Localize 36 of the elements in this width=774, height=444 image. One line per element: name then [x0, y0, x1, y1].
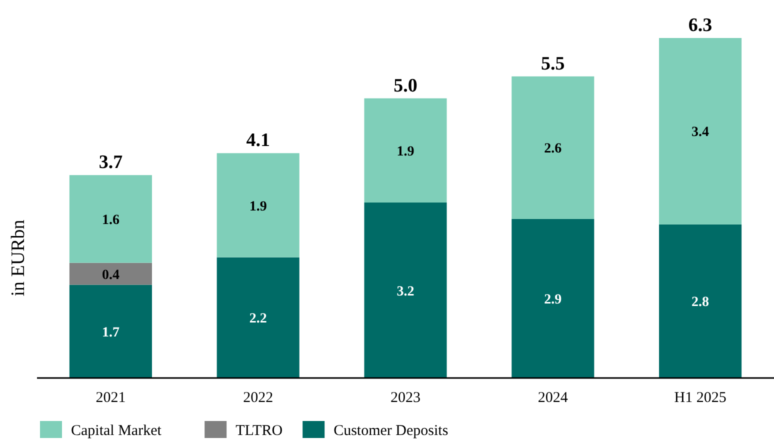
bar: [69, 284, 152, 378]
total-label: 3.7: [98, 152, 124, 174]
x-tick-label: 2021: [96, 390, 126, 406]
data-label: 3.2: [396, 284, 414, 300]
x-tick-label: H1 2025: [674, 390, 726, 406]
data-label: 2.2: [249, 312, 267, 327]
bar: [512, 76, 594, 219]
bar: [69, 175, 152, 263]
bar: [216, 153, 300, 258]
legend-label: Capital Market: [71, 423, 162, 439]
bar: [659, 38, 742, 224]
bar: [69, 262, 152, 285]
data-label: 3.4: [692, 125, 710, 140]
total-label: 5.0: [394, 75, 418, 96]
x-tick-label: 2023: [390, 390, 420, 406]
total-label: 5.5: [541, 53, 565, 74]
x-tick-label: 2022: [243, 390, 274, 406]
data-label: 1.6: [102, 212, 120, 228]
data-label: 1.9: [249, 199, 267, 214]
legend-label: Customer Deposits: [334, 423, 448, 439]
bar: [364, 202, 447, 378]
data-label: 2.6: [544, 142, 562, 157]
y-axis-title: in EURbn: [8, 219, 29, 296]
bar: [364, 98, 447, 203]
x-tick-label: 2024: [538, 390, 568, 406]
total-label: 6.3: [688, 15, 712, 36]
bar: [659, 224, 742, 378]
bar: [216, 257, 300, 378]
data-label: 0.4: [102, 268, 120, 283]
legend-label: TLTRO: [236, 423, 283, 439]
data-label: 2.8: [692, 295, 710, 310]
data-label: 2.9: [544, 292, 562, 308]
total-label: 4.1: [246, 130, 270, 152]
bar: [512, 218, 594, 378]
data-label: 1.9: [396, 144, 414, 160]
data-label: 1.7: [102, 325, 120, 340]
